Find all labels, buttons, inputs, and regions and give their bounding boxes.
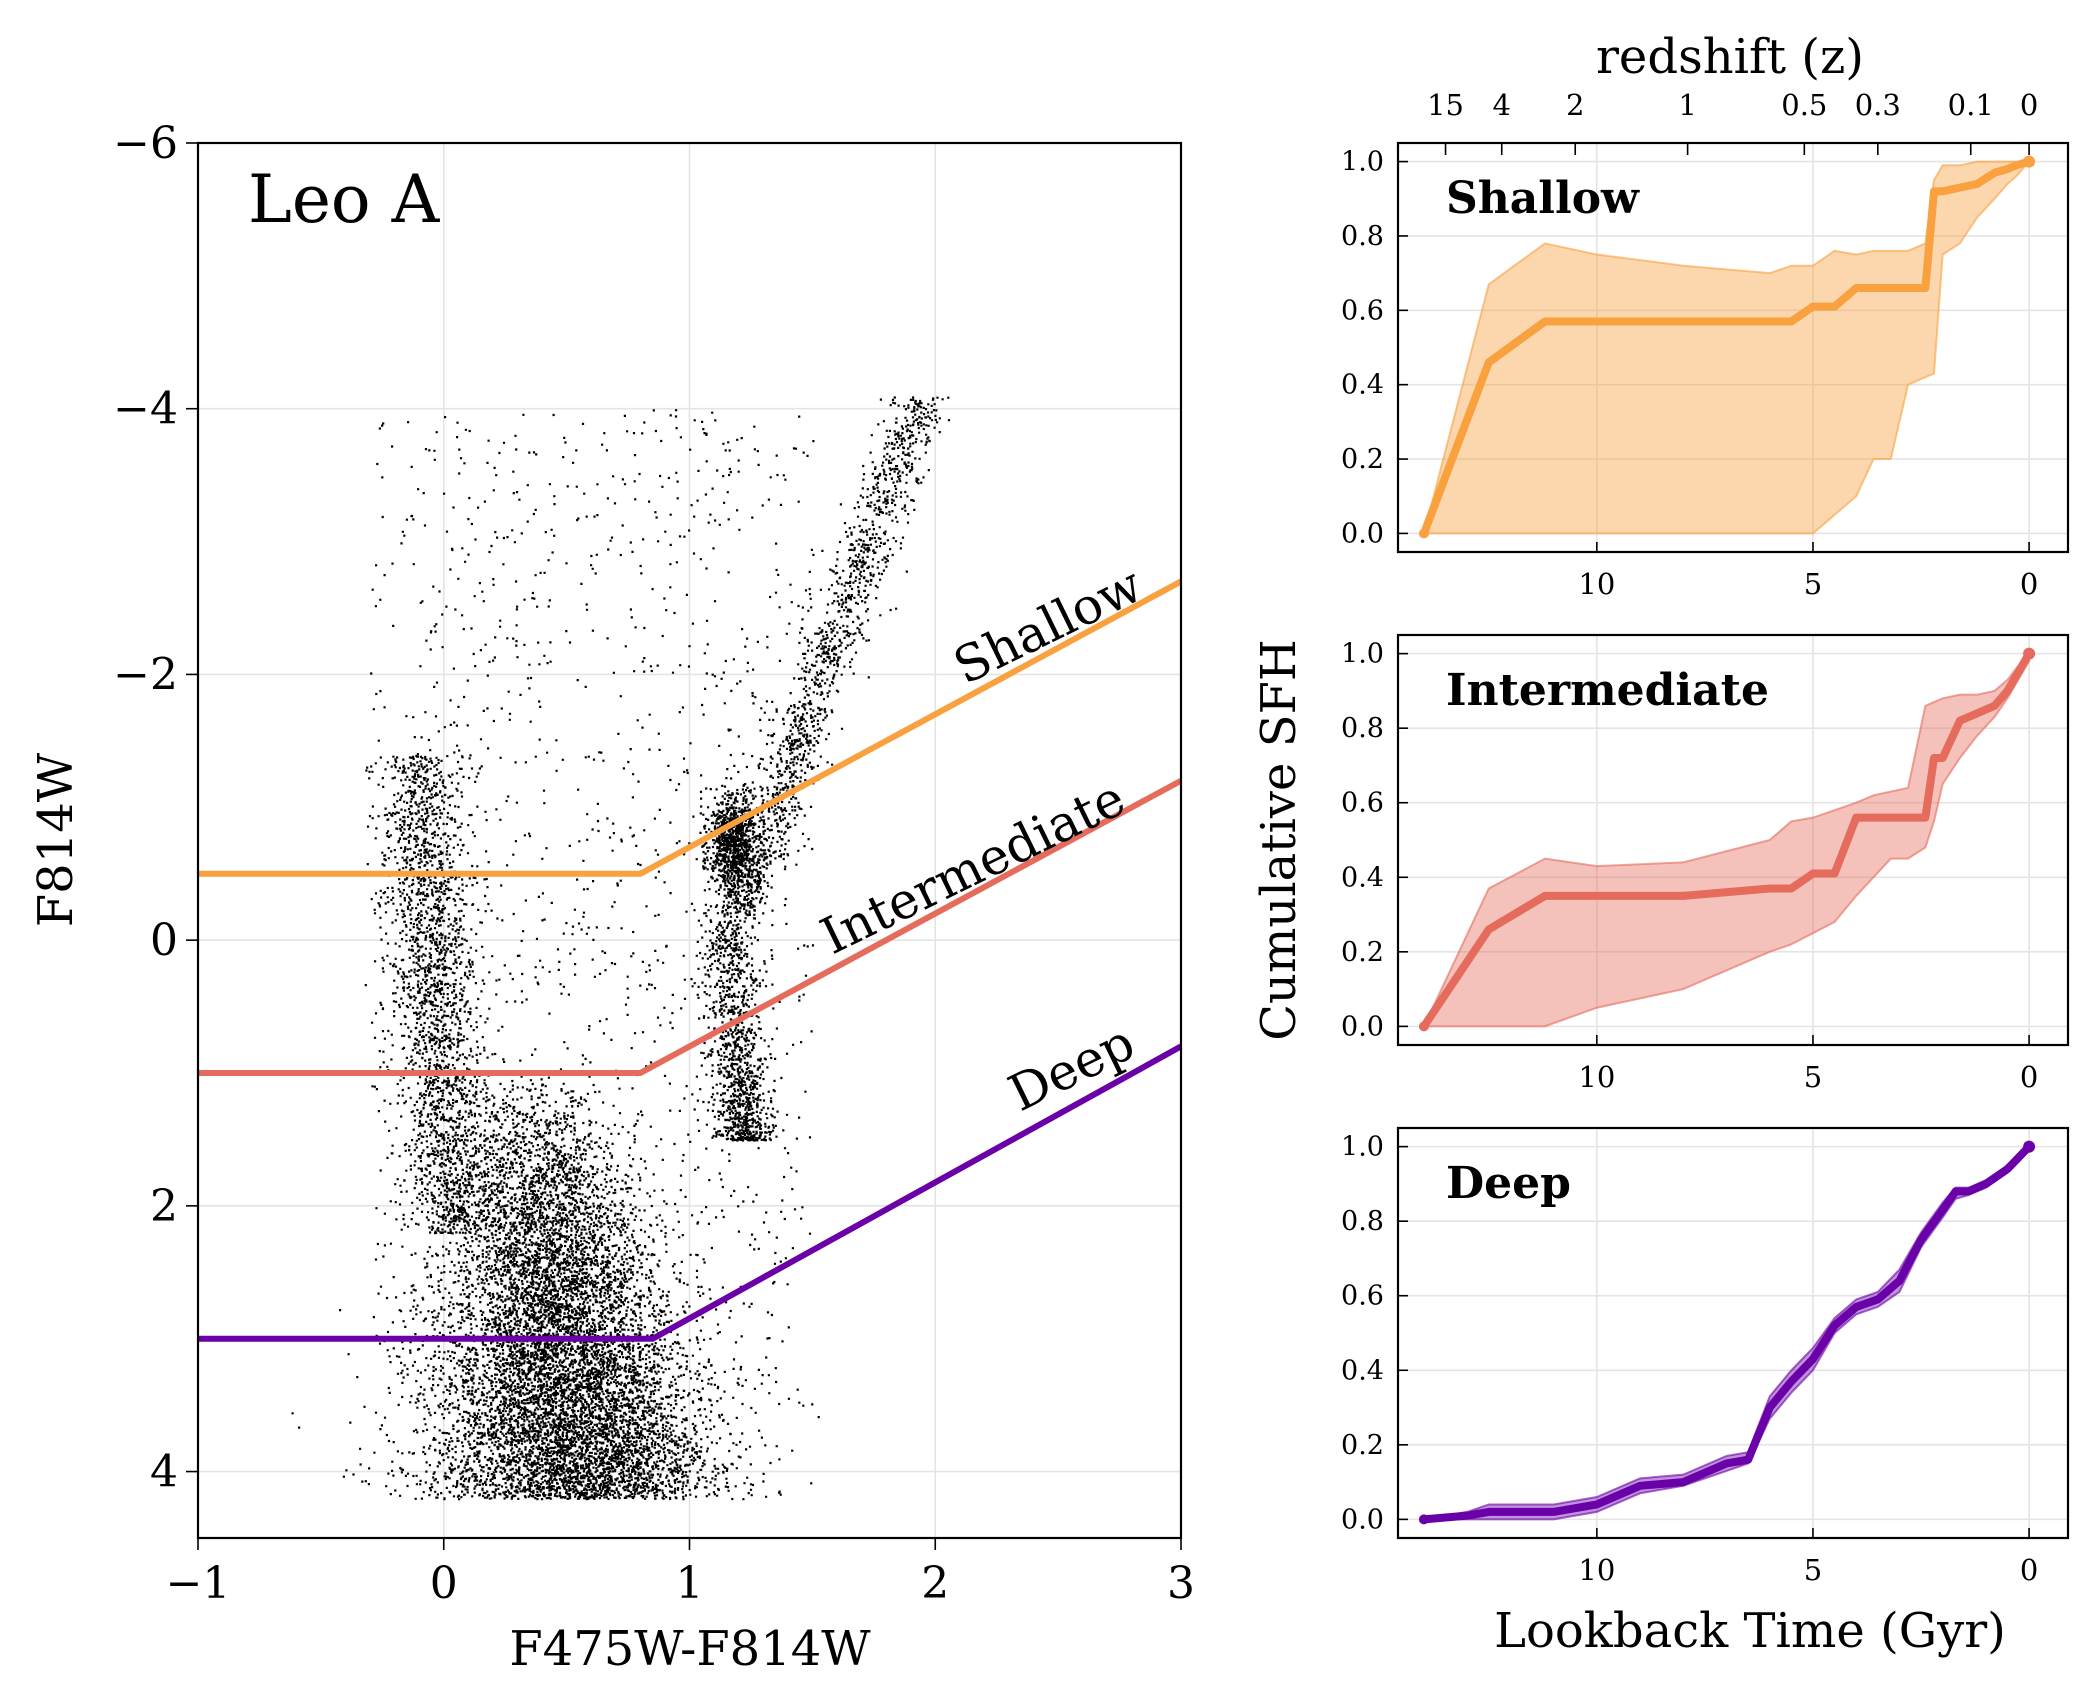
redshift-tick-label: 0.3: [1855, 88, 1901, 122]
sfh-y-axis-label: Cumulative SFH: [1251, 639, 1307, 1041]
sfh-x-tick-label: 5: [1804, 1553, 1822, 1587]
redshift-axis: 15 4 2 1 0.5 0.3 0.1 0: [1427, 88, 2038, 155]
sfh-plot-frame: [1396, 633, 2070, 1047]
sfh-panel-label: Shallow: [1446, 173, 1640, 224]
sfh-x-tick-label: 0: [2020, 1060, 2038, 1094]
sfh-plot-frame: [1396, 141, 2070, 554]
sfh-y-tick-label: 0.4: [1341, 862, 1384, 893]
sfh-y-tick-label: 0.2: [1341, 444, 1384, 475]
redshift-tick-label: 0.1: [1948, 88, 1994, 122]
cut-line-intermediate: [198, 778, 1183, 1076]
redshift-tick-label: 1: [1678, 88, 1696, 122]
sfh-x-tick-label: 0: [2020, 567, 2038, 601]
sfh-y-tick-label: 0.4: [1341, 370, 1384, 401]
sfh-y-tick-label: 0.8: [1341, 713, 1384, 744]
cmd-y-tick-label: −4: [113, 384, 178, 435]
sfh-x-tick-label: 5: [1804, 1060, 1822, 1094]
sfh-y-tick-label: 0.6: [1341, 295, 1384, 326]
sfh-y-tick-label: 0.6: [1341, 1281, 1384, 1312]
cmd-y-tick-label: −2: [113, 649, 178, 700]
sfh-y-tick-label: 0.2: [1341, 937, 1384, 968]
cmd-x-tick-label: 1: [676, 1558, 704, 1609]
sfh-y-tick-label: 0.8: [1341, 221, 1384, 252]
sfh-panel-label: Intermediate: [1446, 665, 1769, 716]
redshift-tick-label: 15: [1427, 88, 1464, 122]
sfh-y-tick-label: 0.0: [1341, 1011, 1384, 1042]
sfh-x-tick-label: 10: [1578, 1060, 1615, 1094]
sfh-x-tick-label: 0: [2020, 1553, 2038, 1587]
cmd-x-axis-label: F475W-F814W: [509, 1621, 871, 1677]
sfh-y-tick-label: 1.0: [1341, 1132, 1384, 1163]
sfh-end-point: [2023, 647, 2036, 660]
sfh-x-axis-label: Lookback Time (Gyr): [1494, 1603, 2006, 1659]
cmd-depth-cut-lines: [198, 578, 1183, 1342]
redshift-axis-label: redshift (z): [1596, 29, 1864, 85]
cut-line-deep: [198, 1043, 1183, 1342]
cmd-y-tick-label: 4: [150, 1447, 178, 1498]
sfh-panel-intermediate: Intermediate 0.0 0.2 0.4 0.6 0.8 1.0 10 5 0: [1341, 633, 2070, 1094]
cmd-x-tick-label: 2: [921, 1558, 949, 1609]
cut-line-shallow: [198, 578, 1183, 877]
sfh-start-point: [1418, 1514, 1429, 1525]
sfh-start-point: [1418, 528, 1429, 539]
cmd-x-tick-label: −1: [166, 1558, 231, 1609]
sfh-y-tick-label: 0.0: [1341, 1504, 1384, 1535]
redshift-tick-label: 4: [1493, 88, 1511, 122]
sfh-x-tick-label: 10: [1578, 567, 1615, 601]
sfh-end-point: [2023, 155, 2036, 168]
sfh-y-tick-label: 0.8: [1341, 1206, 1384, 1237]
cmd-title: Leo A: [248, 161, 441, 238]
cmd-x-tick-label: 3: [1167, 1558, 1195, 1609]
sfh-y-tick-label: 0.0: [1341, 518, 1384, 549]
sfh-y-tick-label: 1.0: [1341, 639, 1384, 670]
sfh-panel-label: Deep: [1446, 1158, 1571, 1209]
cut-label-intermediate: Intermediate: [812, 769, 1134, 966]
cmd-x-tick-label: 0: [430, 1558, 458, 1609]
cmd-y-tick-label: 0: [150, 915, 178, 966]
sfh-y-tick-label: 0.2: [1341, 1430, 1384, 1461]
sfh-x-tick-label: 10: [1578, 1553, 1615, 1587]
sfh-y-tick-label: 0.6: [1341, 788, 1384, 819]
cmd-ticks: −1 0 1 2 3 −6 −4 −2 0 2 4: [113, 118, 1195, 1609]
sfh-end-point: [2023, 1140, 2036, 1153]
sfh-panel-deep: Deep 0.0 0.2 0.4 0.6 0.8 1.0 10 5 0: [1341, 1126, 2070, 1587]
cmd-y-tick-label: 2: [150, 1181, 178, 1232]
sfh-panel-shallow: Shallow 0.0 0.2 0.4 0.6 0.8 1.0 10 5 0: [1341, 141, 2070, 601]
cmd-y-tick-label: −6: [113, 118, 178, 169]
redshift-tick-label: 0: [2020, 88, 2038, 122]
sfh-y-tick-label: 0.4: [1341, 1355, 1384, 1386]
sfh-x-tick-label: 5: [1804, 567, 1822, 601]
sfh-best-fit-line: [1420, 651, 2033, 1029]
cmd-y-axis-label: F814W: [28, 752, 84, 927]
redshift-tick-label: 0.5: [1781, 88, 1827, 122]
sfh-best-fit-line: [1420, 157, 2031, 535]
redshift-tick-label: 2: [1566, 88, 1584, 122]
sfh-start-point: [1418, 1021, 1429, 1032]
sfh-best-fit-line: [1423, 1143, 2032, 1524]
sfh-plot-frame: [1396, 1126, 2070, 1540]
sfh-y-tick-label: 1.0: [1341, 147, 1384, 178]
